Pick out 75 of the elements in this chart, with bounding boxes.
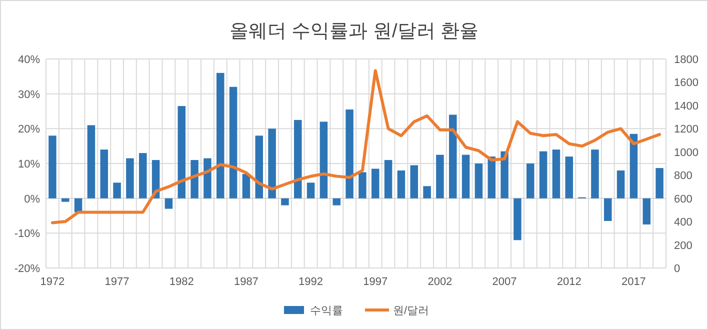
bar (630, 134, 638, 198)
bar (139, 153, 147, 198)
bar (656, 168, 664, 198)
bar (539, 151, 548, 198)
y2-tick-label: 800 (674, 170, 692, 182)
y2-tick-label: 1200 (674, 124, 698, 136)
y2-tick-label: 1400 (674, 100, 698, 112)
bar (190, 160, 198, 198)
bar (488, 156, 496, 198)
x-tick-label: 2017 (621, 276, 646, 288)
y2-tick-label: 200 (674, 240, 692, 252)
y-tick-label: 40% (18, 54, 40, 66)
bar (126, 158, 134, 198)
bar (410, 165, 418, 198)
bar (294, 120, 302, 198)
bar (242, 174, 250, 198)
bar (642, 198, 650, 224)
y2-tick-label: 1600 (674, 77, 698, 90)
x-tick-label: 2002 (428, 276, 452, 288)
bar (48, 136, 56, 198)
bar (100, 150, 108, 198)
y2-tick-label: 400 (674, 216, 692, 229)
bar (384, 160, 392, 198)
line-series (50, 69, 662, 224)
bar (552, 150, 560, 198)
bar (255, 136, 263, 198)
y-tick-label: -20% (14, 263, 40, 275)
x-tick-label: 1992 (298, 276, 324, 288)
bar (164, 198, 173, 209)
y2-tick-label: 600 (674, 193, 692, 206)
bar (346, 110, 354, 198)
bar (474, 164, 483, 198)
bar (268, 128, 276, 198)
x-tick-label: 1982 (169, 276, 194, 288)
bar (616, 170, 625, 198)
bar (320, 122, 328, 198)
x-tick-label: 2012 (556, 276, 582, 288)
y2-tick-label: 1800 (674, 54, 698, 66)
y-tick-label: 30% (18, 88, 40, 101)
bar (358, 172, 366, 198)
x-tick-label: 1987 (234, 276, 258, 288)
y-tick-label: -10% (14, 228, 40, 240)
bar (87, 125, 96, 198)
bar (591, 150, 599, 198)
x-tick-label: 1997 (363, 276, 388, 288)
bar (178, 106, 186, 198)
bar (216, 72, 224, 198)
bar (565, 156, 573, 198)
y-tick-label: 0% (24, 193, 40, 206)
legend-label: 원/달러 (393, 305, 430, 317)
y2-tick-label: 1000 (674, 146, 698, 159)
y-tick-label: 20% (18, 124, 40, 136)
x-tick-label: 1977 (104, 276, 130, 288)
x-tick-label: 1972 (40, 276, 65, 288)
bar (514, 198, 522, 240)
bar (423, 186, 431, 198)
bar (372, 168, 380, 198)
bar (332, 198, 340, 206)
bar (229, 86, 238, 198)
x-tick-label: 2007 (492, 276, 517, 288)
bar (397, 170, 406, 198)
legend-label: 수익률 (310, 305, 343, 317)
bar (436, 154, 444, 198)
bar (62, 198, 70, 202)
y-tick-label: 10% (18, 158, 40, 170)
bar (449, 114, 457, 198)
chart-title: 올웨더 수익률과 원/달러 환율 (229, 21, 479, 42)
bar (281, 198, 289, 206)
y2-tick-label: 0 (674, 263, 680, 275)
bar (306, 182, 315, 198)
bar (526, 164, 534, 198)
bar (462, 154, 470, 198)
bar (604, 198, 612, 221)
bar (204, 158, 212, 198)
bar (113, 182, 121, 198)
